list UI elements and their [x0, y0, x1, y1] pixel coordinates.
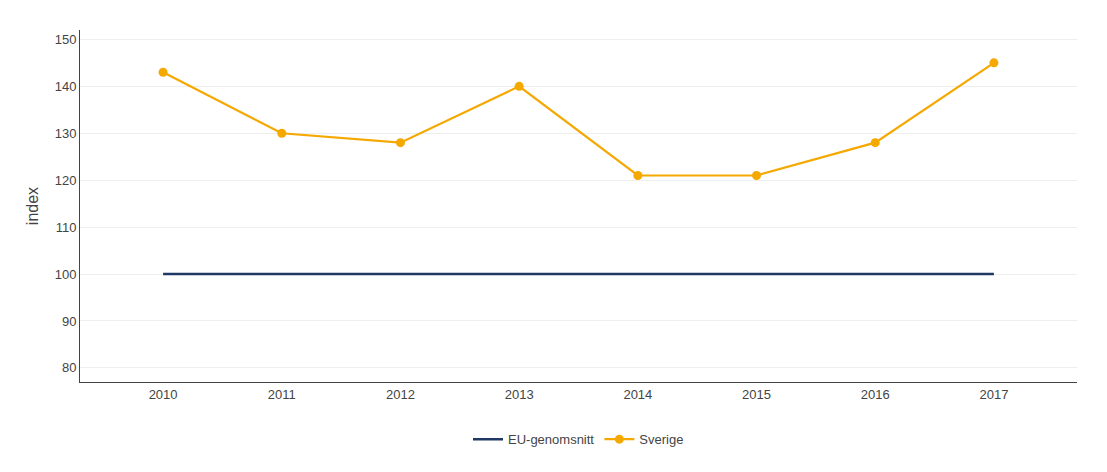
svg-text:80: 80	[62, 360, 76, 375]
svg-text:90: 90	[62, 314, 76, 329]
svg-text:100: 100	[55, 267, 77, 282]
svg-text:2010: 2010	[149, 387, 178, 402]
svg-text:2014: 2014	[623, 387, 652, 402]
svg-text:2015: 2015	[742, 387, 771, 402]
svg-text:2016: 2016	[861, 387, 890, 402]
svg-text:2013: 2013	[505, 387, 534, 402]
svg-text:120: 120	[55, 173, 77, 188]
svg-text:EU-genomsnitt: EU-genomsnitt	[508, 432, 594, 447]
svg-text:110: 110	[56, 220, 77, 235]
svg-text:150: 150	[55, 32, 77, 47]
svg-text:2017: 2017	[979, 387, 1008, 402]
svg-text:2011: 2011	[268, 387, 296, 402]
svg-text:Sverige: Sverige	[639, 432, 683, 447]
svg-text:130: 130	[55, 126, 77, 141]
svg-text:2012: 2012	[386, 387, 415, 402]
svg-text:index: index	[24, 187, 41, 225]
svg-text:140: 140	[55, 79, 77, 94]
